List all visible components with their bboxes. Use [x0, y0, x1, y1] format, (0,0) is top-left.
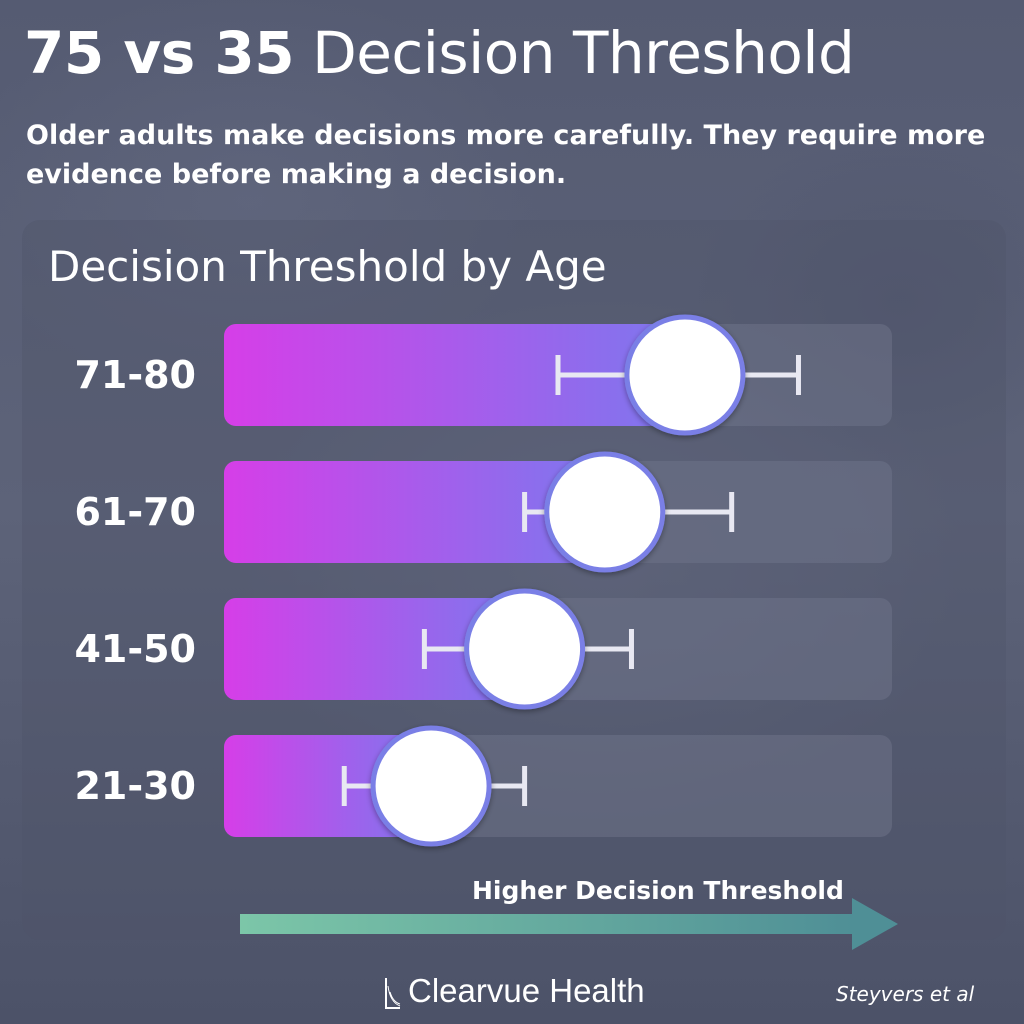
category-label: 61-70 [74, 490, 196, 534]
arrow-head [852, 898, 898, 950]
value-marker [464, 588, 586, 710]
category-label: 71-80 [74, 353, 196, 397]
value-marker [370, 725, 492, 847]
value-marker [544, 451, 666, 573]
brand-mark-icon [385, 978, 401, 1009]
chart-title: Decision Threshold by Age [48, 242, 607, 291]
page-subtitle: Older adults make decisions more careful… [26, 120, 986, 191]
bar [224, 461, 605, 563]
category-label: 41-50 [74, 627, 196, 671]
title-text: Decision Threshold [294, 19, 855, 87]
threshold-arrow [240, 898, 898, 950]
bar-row-21-30: 21-30 [74, 725, 892, 847]
bar-row-41-50: 41-50 [74, 588, 892, 710]
page-title: 75 vs 35 Decision Threshold [24, 19, 855, 87]
brand-name: Clearvue Health [408, 972, 645, 1009]
value-marker [624, 314, 746, 436]
brand-logo: Clearvue Health [384, 972, 645, 1010]
bar-row-71-80: 71-80 [74, 314, 892, 436]
title-highlight: 75 vs 35 [24, 19, 295, 87]
category-label: 21-30 [74, 764, 196, 808]
bar-row-61-70: 61-70 [74, 451, 892, 573]
bar [224, 598, 525, 700]
bar [224, 324, 685, 426]
arrow-shaft [240, 914, 854, 934]
x-axis-label: Higher Decision Threshold [472, 876, 844, 905]
source-citation: Steyvers et al [836, 982, 975, 1006]
